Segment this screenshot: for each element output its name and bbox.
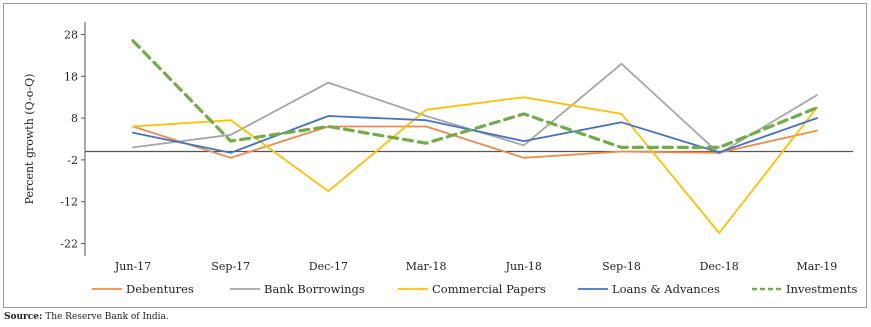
y-axis-label: Percent growth (Q-o-Q) <box>23 74 36 205</box>
legend-label-loans-advances: Loans & Advances <box>612 282 720 296</box>
data-point-commercial-papers <box>132 125 134 128</box>
data-point-loans-advances <box>229 151 232 154</box>
x-tick-label: Dec-17 <box>309 260 348 273</box>
x-tick-label: Mar-19 <box>797 260 838 273</box>
data-point-debentures <box>523 157 525 159</box>
data-point-bank-borrowings <box>229 134 232 136</box>
chart-frame <box>3 3 867 308</box>
data-point-commercial-papers <box>425 108 427 111</box>
x-tick-label: Jun-18 <box>505 260 542 273</box>
data-point-loans-advances <box>718 151 720 154</box>
data-point-loans-advances <box>523 140 525 142</box>
y-tick-label: -22 <box>60 237 78 250</box>
data-point-investments <box>229 140 232 142</box>
data-point-investments <box>718 146 720 149</box>
x-tick-label: Mar-18 <box>406 260 447 273</box>
data-point-loans-advances <box>425 119 427 121</box>
data-point-bank-borrowings <box>523 144 525 147</box>
data-point-bank-borrowings <box>816 94 818 96</box>
legend-label-commercial-papers: Commercial Papers <box>432 282 546 296</box>
data-point-investments <box>523 113 525 115</box>
legend-label-debentures: Debentures <box>126 282 194 296</box>
source-label: Source: <box>4 312 43 322</box>
data-point-commercial-papers <box>620 113 623 115</box>
data-point-commercial-papers <box>718 232 720 234</box>
data-point-loans-advances <box>816 117 818 119</box>
data-point-debentures <box>816 129 818 132</box>
data-point-loans-advances <box>132 131 134 134</box>
x-tick-label: Jun-17 <box>114 260 151 273</box>
y-tick-label: 28 <box>64 29 78 42</box>
data-point-commercial-papers <box>523 96 525 99</box>
data-point-debentures <box>229 157 232 159</box>
data-point-investments <box>327 125 330 128</box>
y-tick-label: 18 <box>64 70 78 83</box>
y-tick-label: 8 <box>71 112 78 125</box>
series-line-debentures <box>132 125 818 159</box>
data-point-debentures <box>620 150 623 153</box>
source-text: The Reserve Bank of India. <box>42 312 169 322</box>
data-point-bank-borrowings <box>132 146 134 149</box>
data-point-commercial-papers <box>327 190 330 193</box>
line-chart: 28 18 8 -2 -12 -22 Percent growth (Q-o-Q) Jun-1… <box>23 22 858 296</box>
data-point-bank-borrowings <box>718 152 720 155</box>
x-tick-label: Sep-17 <box>211 260 250 273</box>
x-tick-label: Sep-18 <box>602 260 641 273</box>
x-tick-label: Dec-18 <box>700 260 739 273</box>
data-point-investments <box>620 146 623 149</box>
data-point-investments <box>132 40 134 42</box>
series-line-commercial-papers <box>132 96 818 234</box>
series-line-investments <box>131 39 819 149</box>
data-point-investments <box>425 142 427 144</box>
data-point-debentures <box>425 125 427 128</box>
source-note: Source: The Reserve Bank of India. <box>4 312 169 322</box>
data-point-commercial-papers <box>229 119 232 121</box>
data-point-bank-borrowings <box>620 62 623 65</box>
legend-label-bank-borrowings: Bank Borrowings <box>264 282 365 296</box>
data-point-investments <box>816 106 818 109</box>
data-point-bank-borrowings <box>327 81 330 84</box>
y-tick-label: -2 <box>67 154 78 167</box>
data-point-loans-advances <box>327 115 330 117</box>
legend-label-investments: Investments <box>786 282 858 296</box>
data-point-loans-advances <box>620 121 623 124</box>
y-tick-label: -12 <box>60 196 78 209</box>
data-point-bank-borrowings <box>425 115 427 117</box>
